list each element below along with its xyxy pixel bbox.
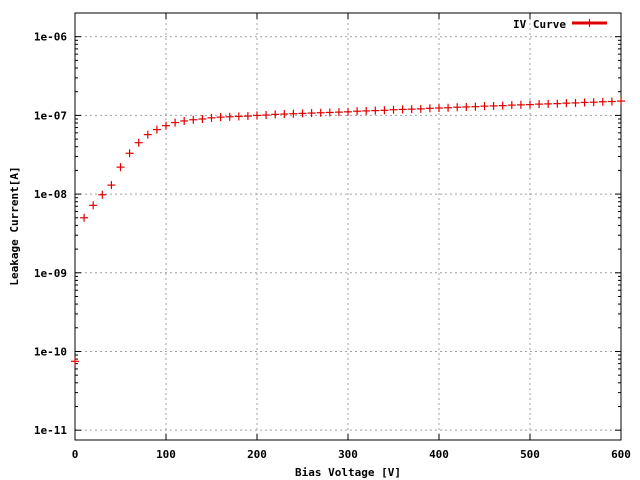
y-tick-label: 1e-07 [34, 109, 67, 122]
data-point [407, 105, 416, 114]
y-tick-label: 1e-09 [34, 267, 67, 280]
data-point [180, 116, 189, 125]
data-point [553, 99, 562, 108]
data-point [80, 213, 89, 222]
data-point [98, 190, 107, 199]
data-point [598, 97, 607, 106]
data-point [107, 181, 116, 190]
legend-marker-sample [585, 19, 594, 27]
data-point [480, 102, 489, 111]
x-tick-label: 500 [520, 448, 540, 461]
data-point [425, 104, 434, 113]
y-tick-label: 1e-11 [34, 424, 67, 437]
data-point [398, 105, 407, 114]
data-point [207, 113, 216, 122]
data-point [544, 99, 553, 108]
legend-label: IV Curve [513, 18, 566, 31]
data-point [152, 125, 161, 134]
data-point [198, 114, 207, 123]
grid-layer [75, 13, 621, 440]
data-point [471, 102, 480, 111]
data-point [516, 100, 525, 109]
data-point [607, 97, 616, 106]
data-point [334, 108, 343, 117]
data-point [243, 112, 252, 121]
data-point [617, 97, 625, 106]
data-point [371, 106, 380, 115]
data-point [526, 100, 534, 109]
data-point [416, 104, 425, 113]
data-point [280, 110, 289, 119]
data-point [344, 107, 352, 116]
y-tick-label: 1e-10 [34, 345, 67, 358]
data-points [71, 97, 625, 366]
x-tick-label: 400 [429, 448, 449, 461]
data-point [216, 113, 225, 122]
y-tick-label: 1e-06 [34, 31, 67, 44]
data-point [507, 101, 516, 110]
data-point [234, 112, 243, 121]
data-point [535, 100, 544, 109]
data-point [116, 163, 125, 172]
data-point [143, 130, 152, 139]
data-point [498, 101, 507, 110]
data-point [462, 102, 471, 111]
ticks-layer: 0 100 200 300 400 500 600 1e-11 1e-10 1e-09 1e-08 1… [34, 12, 631, 461]
data-point [580, 98, 589, 107]
data-point [325, 108, 334, 117]
y-axis-label: Leakage Current[A] [8, 166, 21, 285]
data-point [253, 111, 261, 120]
data-point [262, 111, 271, 120]
data-point [225, 112, 234, 121]
x-tick-label: 0 [72, 448, 79, 461]
data-point [307, 109, 316, 118]
data-point [353, 107, 362, 116]
y-tick-label: 1e-08 [34, 188, 67, 201]
data-point [489, 101, 498, 110]
data-point [189, 115, 198, 124]
data-point [125, 149, 134, 158]
data-point [171, 118, 180, 127]
data-point [362, 106, 371, 115]
plot-frame [74, 12, 622, 441]
data-point [71, 357, 79, 366]
data-point [289, 109, 298, 118]
legend: IV Curve [513, 18, 607, 31]
x-axis-label: Bias Voltage [V] [295, 466, 401, 479]
data-point [316, 108, 325, 117]
data-point [134, 138, 143, 147]
x-tick-label: 300 [338, 448, 358, 461]
data-point [562, 99, 571, 108]
data-point [389, 105, 398, 114]
x-tick-label: 100 [156, 448, 176, 461]
x-tick-label: 600 [611, 448, 631, 461]
data-point [589, 98, 598, 107]
data-point [571, 98, 580, 107]
data-point [298, 109, 307, 118]
data-point [89, 201, 98, 210]
data-point [435, 104, 443, 113]
data-point [162, 121, 170, 130]
data-point [380, 106, 389, 115]
data-point [453, 103, 462, 112]
x-tick-label: 200 [247, 448, 267, 461]
data-point [271, 110, 280, 119]
data-point [444, 103, 453, 112]
